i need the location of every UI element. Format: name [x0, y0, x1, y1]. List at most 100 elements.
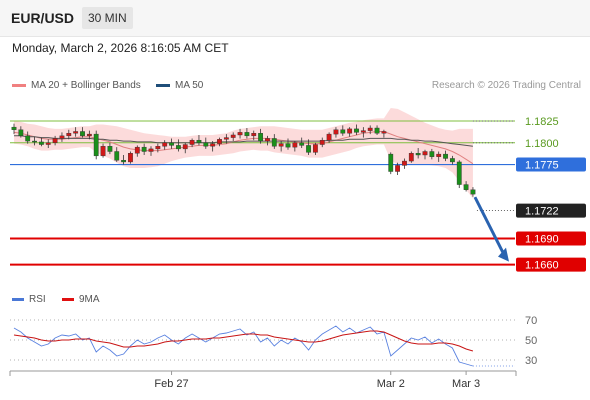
candle-body	[223, 137, 229, 140]
candle	[121, 154, 127, 165]
candle-body	[155, 146, 161, 150]
candle-body	[299, 142, 305, 146]
candle-body	[265, 138, 270, 142]
candle	[237, 128, 243, 139]
legend-item-ma50: MA 50	[156, 80, 203, 91]
level-label-2: 1.1775	[525, 160, 559, 172]
candle-body	[217, 139, 222, 144]
candle	[203, 137, 209, 149]
candle-body	[313, 144, 318, 153]
candle-body	[148, 148, 154, 152]
candle	[463, 181, 469, 192]
candle-body	[230, 134, 236, 138]
level-label-0: 1.1825	[525, 116, 559, 128]
candle	[52, 135, 58, 146]
rsi-tick-label: 50	[525, 335, 537, 347]
forecast-arrow-head	[498, 247, 509, 262]
candle-body	[73, 131, 79, 134]
candle-body	[237, 132, 243, 136]
candle	[470, 187, 476, 197]
candle	[278, 141, 284, 152]
x-tick-label: Mar 3	[452, 378, 480, 390]
legend-label-ma50: MA 50	[175, 80, 204, 91]
candle	[265, 135, 270, 146]
symbol-label: EUR/USD	[11, 10, 75, 26]
candle	[182, 142, 188, 154]
candle-body	[422, 151, 428, 156]
candle-body	[402, 160, 407, 166]
datetime-label: Monday, March 2, 2026 8:16:05 AM CET	[12, 41, 229, 55]
candle	[32, 136, 37, 146]
candle-body	[93, 133, 99, 157]
candle-body	[271, 138, 277, 147]
moving-average-lines	[13, 131, 474, 165]
candle-body	[59, 135, 65, 139]
candle	[443, 150, 448, 162]
candle-body	[436, 153, 442, 157]
candle	[374, 125, 380, 135]
candle	[100, 143, 106, 158]
legend-item-rsi: RSI	[12, 294, 46, 305]
candlestick-series	[11, 123, 476, 197]
candle	[148, 146, 154, 156]
candle	[402, 158, 407, 169]
candle-body	[196, 139, 202, 144]
candle	[217, 137, 222, 147]
candle	[340, 125, 346, 136]
credit-label: Research © 2026 Trading Central	[431, 80, 581, 91]
candle	[381, 129, 387, 138]
candle	[271, 134, 277, 149]
rsi-ma-line	[13, 330, 474, 352]
candle	[292, 141, 298, 152]
candle	[347, 127, 353, 137]
candle	[189, 138, 195, 148]
candle-body	[347, 128, 353, 134]
candle-body	[203, 142, 209, 147]
ma50-swatch	[156, 83, 170, 87]
candle	[175, 139, 181, 152]
support-tag-4	[516, 231, 586, 246]
candle	[45, 139, 51, 149]
legend-label-bollinger: MA 20 + Bollinger Bands	[31, 80, 141, 91]
candle	[11, 123, 17, 135]
legend-label-rsi: RSI	[29, 294, 46, 305]
timeframe-button[interactable]: 30 MIN	[82, 7, 133, 29]
candle-body	[86, 133, 92, 137]
candle-body	[107, 146, 113, 152]
candle-body	[319, 139, 325, 145]
support-tag-5	[516, 257, 586, 272]
candle-body	[463, 184, 469, 190]
candle	[244, 128, 250, 139]
candle	[155, 143, 161, 153]
candle	[319, 137, 325, 148]
candle-body	[292, 142, 298, 148]
candle	[388, 152, 394, 175]
candle	[360, 127, 366, 138]
forecast-arrow-shaft	[473, 196, 507, 258]
candle-body	[340, 129, 346, 134]
last-price-tag	[516, 203, 586, 218]
candle-body	[32, 140, 37, 143]
candle	[354, 124, 359, 135]
candle-body	[162, 142, 168, 147]
candle	[134, 145, 140, 157]
candle-body	[443, 153, 448, 159]
candle	[59, 132, 65, 142]
candle-body	[52, 138, 58, 143]
candle-body	[456, 161, 462, 185]
candle	[230, 132, 236, 142]
candle-body	[354, 128, 359, 133]
candle-body	[395, 165, 400, 172]
bollinger-band-area	[14, 108, 473, 199]
candle	[436, 151, 442, 162]
candle-body	[326, 133, 332, 141]
rsi-line	[13, 325, 474, 367]
candle-body	[381, 131, 387, 134]
candle-body	[278, 143, 284, 147]
level-label-1: 1.1800	[525, 138, 559, 150]
candle-body	[39, 141, 44, 145]
candle	[162, 140, 168, 150]
candle	[251, 130, 257, 141]
